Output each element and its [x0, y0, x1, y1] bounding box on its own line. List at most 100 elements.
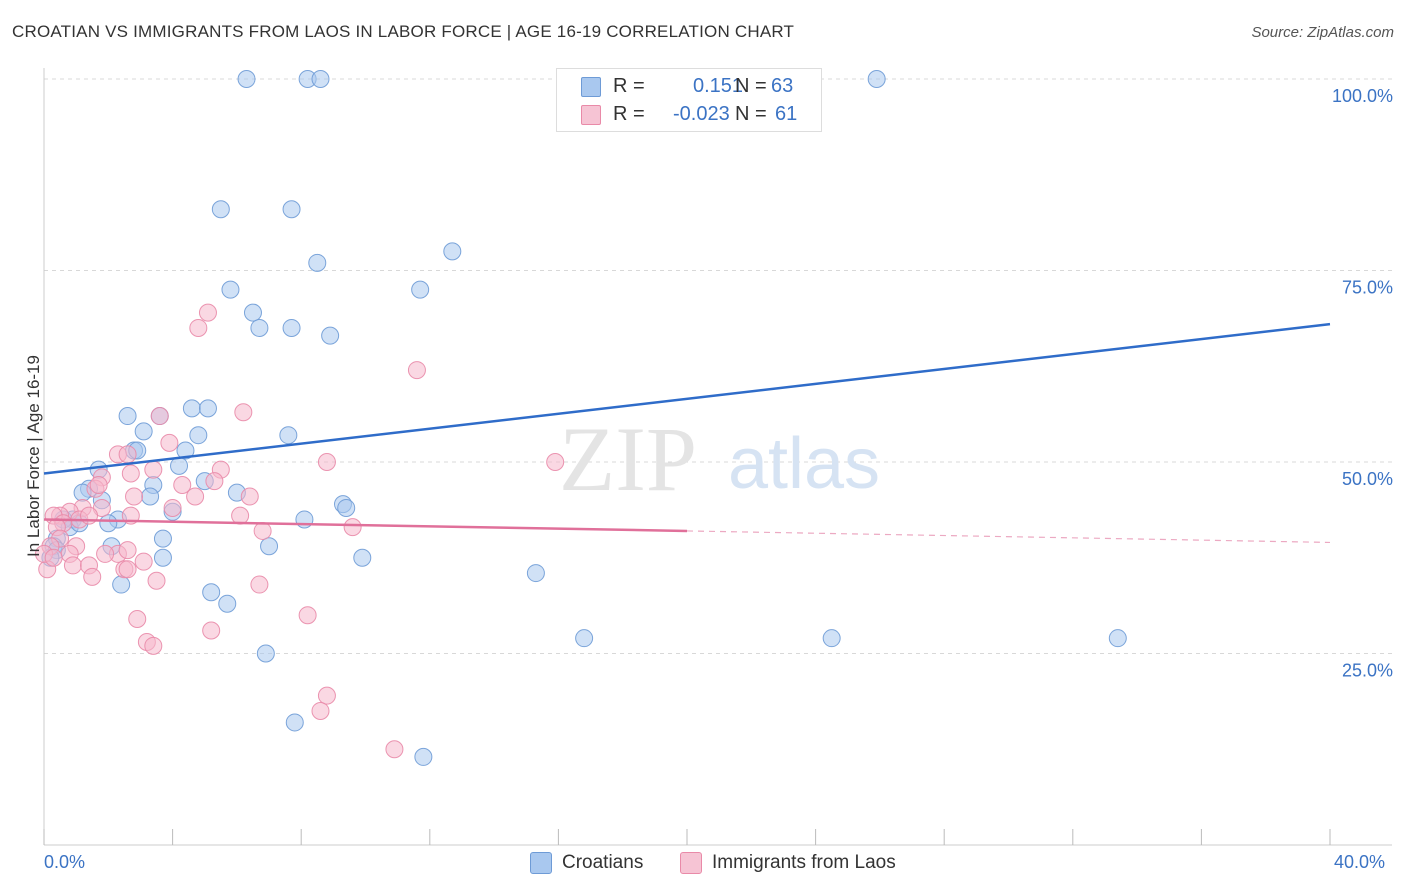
y-tick-label: 75.0%: [1342, 278, 1393, 298]
legend-swatch-pink: [680, 852, 702, 874]
trend-line-laos: [43, 518, 688, 533]
legend-r-label: R =: [613, 103, 645, 125]
series-immigrants-from-laos: [35, 303, 565, 759]
data-point: [343, 518, 362, 537]
x-tick-label-min: 0.0%: [44, 852, 86, 872]
data-point: [118, 407, 137, 426]
data-point: [250, 318, 269, 337]
watermark: ZIP atlas: [559, 408, 880, 510]
legend-n-value: 61: [775, 103, 798, 125]
data-point: [150, 407, 169, 426]
data-point: [202, 583, 221, 602]
data-point: [243, 303, 262, 322]
data-point: [118, 541, 137, 560]
data-point: [337, 498, 356, 517]
data-point: [407, 361, 426, 380]
data-point: [256, 644, 275, 663]
chart-title: CROATIAN VS IMMIGRANTS FROM LAOS IN LABO…: [12, 22, 795, 41]
legend-n-value: 63: [771, 75, 794, 97]
data-point: [163, 498, 182, 517]
data-point: [99, 514, 118, 533]
data-point: [186, 487, 205, 506]
data-point: [321, 326, 340, 345]
data-point: [282, 318, 301, 337]
axes: [43, 68, 1392, 846]
data-point: [189, 318, 208, 337]
data-point: [260, 537, 279, 556]
data-point: [411, 280, 430, 299]
data-point: [189, 426, 208, 445]
data-point: [285, 713, 304, 732]
data-point: [63, 556, 82, 575]
data-point: [144, 636, 163, 655]
data-point: [234, 403, 253, 422]
data-point: [240, 487, 259, 506]
y-tick-labels: 25.0% 50.0% 75.0% 100.0%: [1332, 86, 1393, 681]
data-point: [202, 621, 221, 640]
legend-n-label: N =: [735, 75, 767, 97]
data-point: [134, 422, 153, 441]
data-point: [443, 242, 462, 261]
trend-lines: [43, 322, 1331, 544]
legend-label-immigrants-from-laos: Immigrants from Laos: [712, 852, 896, 873]
data-point: [118, 445, 137, 464]
data-point: [83, 567, 102, 586]
data-point: [96, 544, 115, 563]
trend-line-laos-extrapolated: [686, 530, 1331, 544]
data-point: [134, 552, 153, 571]
data-point: [170, 456, 189, 475]
data-point: [298, 606, 317, 625]
legend-n-label: N =: [735, 103, 767, 125]
y-axis-label: In Labor Force | Age 16-19: [24, 355, 43, 557]
data-point: [575, 629, 594, 648]
data-point: [198, 303, 217, 322]
trend-line-croatians: [43, 322, 1331, 475]
legend-swatch-blue: [581, 77, 601, 97]
grid-lines: [44, 78, 1392, 654]
data-point: [128, 610, 147, 629]
watermark-zip: ZIP: [559, 408, 697, 510]
data-point: [153, 548, 172, 567]
source-label: Source: ZipAtlas.com: [1251, 24, 1394, 41]
data-point: [317, 686, 336, 705]
data-point: [414, 747, 433, 766]
legend-swatch-blue: [530, 852, 552, 874]
data-point: [279, 426, 298, 445]
data-point: [205, 472, 224, 491]
x-tick-label-max: 40.0%: [1334, 852, 1386, 872]
legend-swatch-pink: [581, 105, 601, 125]
data-point: [282, 200, 301, 219]
data-point: [176, 441, 195, 460]
data-point: [182, 399, 201, 418]
data-point: [253, 521, 272, 540]
y-tick-label: 100.0%: [1332, 86, 1393, 106]
legend-label-croatians: Croatians: [562, 852, 644, 873]
data-point: [89, 475, 108, 494]
data-point: [173, 475, 192, 494]
data-point: [144, 460, 163, 479]
data-point: [221, 280, 240, 299]
data-point: [121, 464, 140, 483]
data-point: [198, 399, 217, 418]
data-point: [118, 560, 137, 579]
data-point: [546, 453, 565, 471]
data-point: [317, 453, 336, 471]
data-point: [125, 487, 144, 506]
data-point: [526, 564, 545, 583]
data-point: [867, 70, 886, 88]
y-tick-label: 25.0%: [1342, 661, 1393, 681]
data-point: [237, 70, 256, 88]
data-point: [141, 487, 160, 506]
data-point: [1108, 629, 1127, 648]
data-point: [822, 629, 841, 648]
data-point: [311, 70, 330, 88]
data-point: [308, 253, 327, 272]
data-point: [311, 701, 330, 720]
data-point: [147, 571, 166, 590]
y-tick-label: 50.0%: [1342, 469, 1393, 489]
data-point: [153, 529, 172, 548]
correlation-legend: R = 0.151 N = 63 R = -0.023 N = 61: [556, 68, 822, 132]
data-point: [385, 740, 404, 759]
data-point: [112, 575, 131, 594]
